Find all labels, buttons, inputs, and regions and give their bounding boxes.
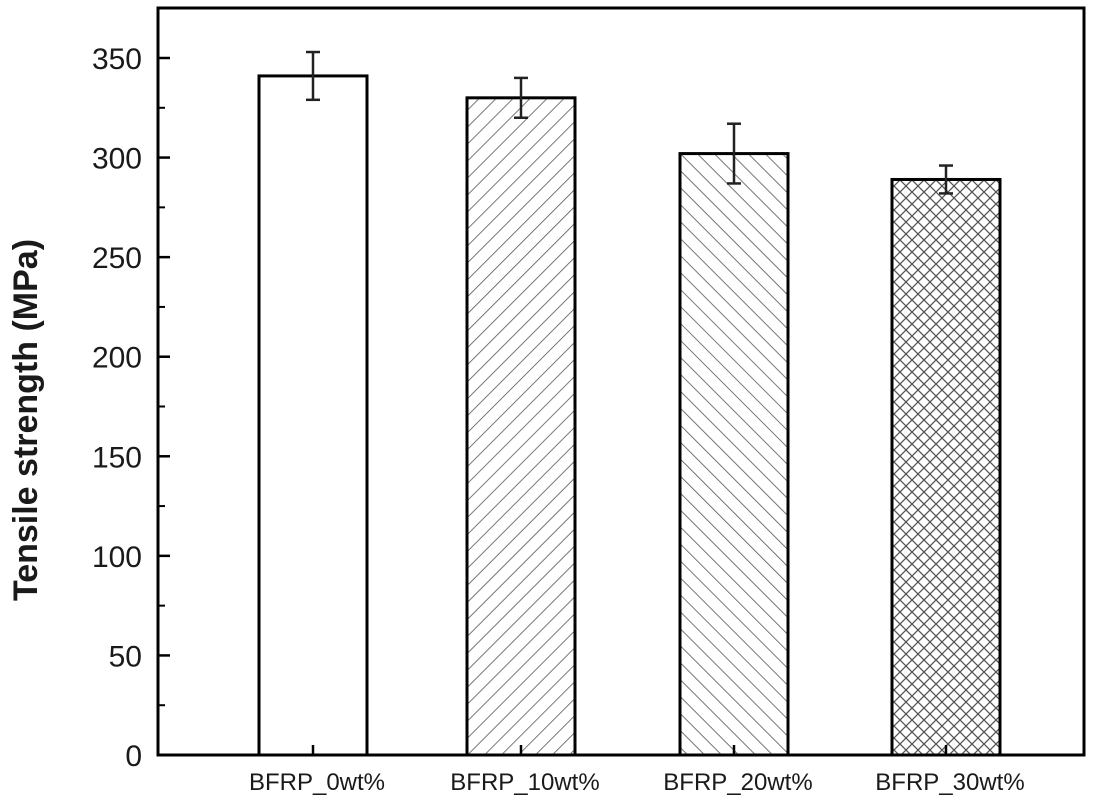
y-tick-label: 200 <box>92 342 142 375</box>
y-tick-label: 100 <box>92 541 142 574</box>
x-tick-label: BFRP_0wt% <box>249 769 385 796</box>
bar-bfrp-0wt- <box>257 74 369 757</box>
y-tick-label: 0 <box>125 740 142 773</box>
plot-frame <box>156 6 1086 757</box>
x-tick-label: BFRP_30wt% <box>875 769 1024 796</box>
y-tick-label: 300 <box>92 143 142 176</box>
y-tick-label: 150 <box>92 441 142 474</box>
y-tick-label: 350 <box>92 43 142 76</box>
y-tick-label: 250 <box>92 242 142 275</box>
y-axis-title: Tensile strength (MPa) <box>7 239 45 601</box>
bar-bfrp-20wt- <box>678 152 790 757</box>
x-tick-label: BFRP_10wt% <box>450 769 599 796</box>
plot-area: 0 50 100 150 200 250 300 350 BFRP_0wt% BFRP_10wt%… <box>92 43 1025 796</box>
bar-bfrp-10wt- <box>465 96 577 757</box>
bar-bfrp-30wt- <box>890 177 1002 757</box>
x-tick-label: BFRP_20wt% <box>663 769 812 796</box>
y-tick-label: 50 <box>109 640 142 673</box>
